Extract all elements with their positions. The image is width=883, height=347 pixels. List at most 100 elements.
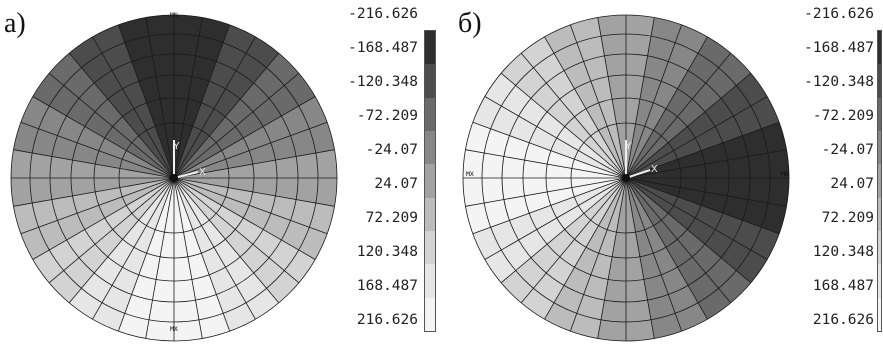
contour-sector <box>544 178 626 332</box>
panel-b-label: б) <box>458 8 482 39</box>
contour-sector <box>174 178 230 339</box>
mesh-radial-line <box>625 149 787 179</box>
contour-sector <box>484 73 626 178</box>
contour-sector <box>570 17 626 178</box>
contour-sector <box>472 178 626 260</box>
mesh-radial-line <box>92 36 175 179</box>
mesh-ring <box>545 97 707 259</box>
panel-a-label: а) <box>4 8 26 39</box>
contour-sector <box>174 36 279 178</box>
panel-b-legend-colorbar <box>877 30 882 332</box>
legend-color-band <box>878 31 881 65</box>
mesh-radial-line <box>465 149 627 179</box>
mesh-radial-line <box>173 121 328 179</box>
legend-value: -216.626 <box>348 6 418 22</box>
contour-sector <box>69 178 174 320</box>
contour-sector <box>626 178 682 339</box>
mesh-radial-line <box>32 177 175 260</box>
legend-color-band <box>878 230 881 265</box>
mesh-radial-line <box>597 177 627 339</box>
legend-color-band <box>878 264 881 298</box>
contour-sector <box>49 53 174 178</box>
contour-sector <box>13 178 174 234</box>
legend-value: -168.487 <box>348 40 418 56</box>
contour-sector <box>174 178 316 283</box>
mesh-radial-line <box>472 177 627 235</box>
legend-value: -24.07 <box>365 142 418 158</box>
contour-sector <box>626 96 780 178</box>
panel-b-axes-triad <box>622 140 651 182</box>
mesh-radial-line <box>625 177 768 260</box>
legend-color-band <box>425 164 435 198</box>
mesh-radial-line <box>173 177 335 207</box>
contour-sector <box>626 178 787 234</box>
mesh-radial-line <box>173 36 256 179</box>
contour-sector <box>174 178 335 234</box>
mesh-radial-line <box>472 121 627 179</box>
contour-sector <box>49 178 174 303</box>
contour-sector <box>174 17 230 178</box>
legend-color-band <box>878 97 881 131</box>
legend-value: 216.626 <box>356 312 418 328</box>
mesh-ring <box>462 14 790 342</box>
mesh-ring <box>10 14 338 342</box>
mesh-radial-line <box>625 36 708 179</box>
contour-sector <box>92 178 174 332</box>
mesh-radial-line <box>173 52 280 179</box>
contour-sector <box>626 24 708 178</box>
panel-a-x-axis <box>173 171 199 179</box>
contour-sector <box>20 96 174 178</box>
panel-b-x-axis <box>625 169 651 179</box>
mesh-radial-line <box>500 72 627 179</box>
legend-value: -120.348 <box>348 74 418 90</box>
mesh-radial-line <box>625 177 732 304</box>
mesh-radial-line <box>173 96 316 179</box>
contour-sector <box>626 178 731 320</box>
mesh-radial-line <box>625 17 655 179</box>
legend-value: -72.209 <box>356 108 418 124</box>
mesh-ring <box>522 74 730 282</box>
panel-b-sectors <box>463 15 789 341</box>
legend-color-band <box>878 297 881 331</box>
legend-color-band <box>425 64 435 98</box>
contour-sector <box>174 53 299 178</box>
panel-b-origin <box>622 174 630 182</box>
panel-a-origin <box>170 174 178 182</box>
mesh-radial-line <box>32 96 175 179</box>
mesh-radial-line <box>173 177 231 332</box>
contour-sector <box>626 17 682 178</box>
contour-sector <box>174 96 328 178</box>
mesh-radial-line <box>13 149 175 179</box>
mesh-radial-line <box>145 177 175 339</box>
mesh-radial-line <box>625 52 732 179</box>
mesh-radial-line <box>20 121 175 179</box>
legend-color-band <box>878 64 881 98</box>
mesh-radial-line <box>117 177 175 332</box>
mesh-radial-line <box>520 52 627 179</box>
legend-value: -72.209 <box>812 108 874 124</box>
contour-sector <box>544 24 626 178</box>
mesh-radial-line <box>569 24 627 179</box>
mesh-radial-line <box>484 177 627 260</box>
mesh-radial-line <box>68 177 175 304</box>
mesh-radial-line <box>625 72 752 179</box>
mesh-radial-line <box>544 36 627 179</box>
contour-sector <box>521 178 626 320</box>
mesh-radial-line <box>569 177 627 332</box>
panel-b-y-label: Y <box>625 141 632 152</box>
mesh-radial-line <box>625 177 787 207</box>
mesh-radial-line <box>625 177 752 284</box>
mesh-ring <box>481 33 771 323</box>
contour-sector <box>626 73 768 178</box>
contour-sector <box>465 122 626 178</box>
panel-b-mesh <box>462 14 790 342</box>
mesh-radial-line <box>520 177 627 304</box>
contour-sector <box>118 17 174 178</box>
mesh-radial-line <box>465 177 627 207</box>
mesh-radial-line <box>173 177 300 284</box>
legend-value: 168.487 <box>356 278 418 294</box>
mesh-radial-line <box>625 177 655 339</box>
mesh-radial-line <box>173 177 280 304</box>
legend-color-band <box>425 130 435 165</box>
panel-a-min-marker: MN <box>170 11 178 19</box>
